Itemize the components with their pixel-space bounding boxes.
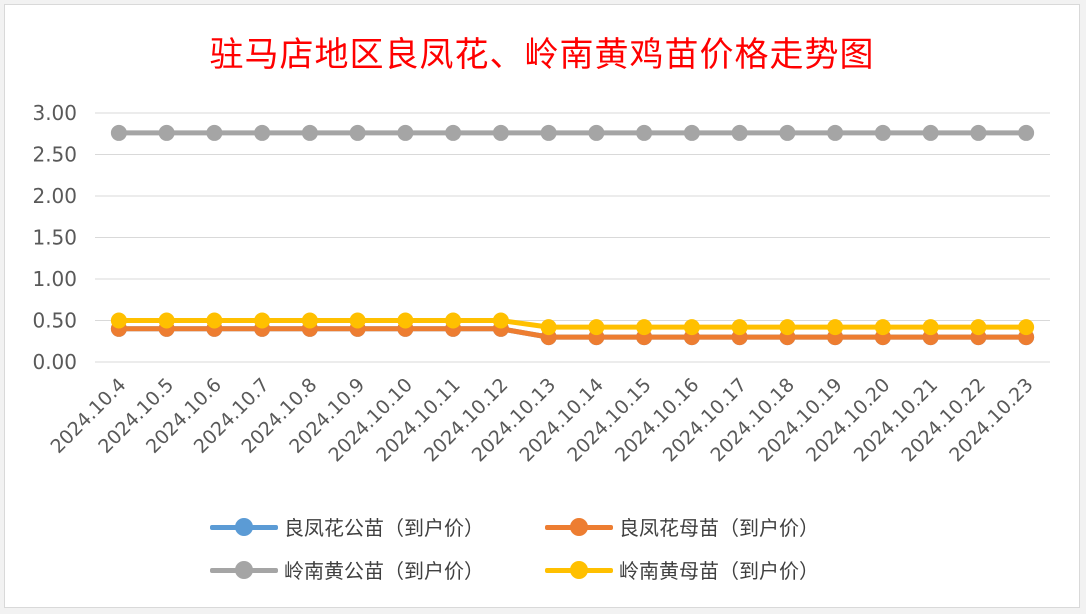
legend-item-series-3[interactable]: 岭南黄公苗（到户价） [210, 555, 545, 584]
series-4-point-12 [683, 319, 700, 336]
y-tick-label-0: 0.00 [32, 350, 77, 374]
legend-dot-4 [570, 560, 588, 579]
series-3-point-14 [779, 124, 796, 141]
series-4-point-13 [731, 319, 748, 336]
series-4-point-18 [970, 319, 987, 336]
series-3-point-13 [731, 124, 748, 141]
series-3-point-6 [397, 124, 414, 141]
series-4-point-9 [540, 319, 557, 336]
series-3-point-4 [301, 124, 318, 141]
series-3-point-8 [492, 124, 509, 141]
legend-swatch-3 [210, 560, 278, 580]
series-3-point-2 [206, 124, 223, 141]
series-4-point-6 [397, 312, 414, 329]
series-3-point-12 [683, 124, 700, 141]
series-3-point-7 [445, 124, 462, 141]
legend-swatch-4 [545, 560, 613, 580]
series-4-point-5 [349, 312, 366, 329]
legend-item-series-2[interactable]: 良凤花母苗（到户价） [545, 512, 880, 541]
chart-legend: 良凤花公苗（到户价） 良凤花母苗（到户价） 岭南黄公苗（到户价） 岭南黄母苗（到… [210, 512, 910, 584]
series-4-point-4 [301, 312, 318, 329]
legend-dot-2 [570, 517, 588, 536]
series-4-point-8 [492, 312, 509, 329]
legend-label-1: 良凤花公苗（到户价） [284, 516, 484, 540]
series-4-point-1 [158, 312, 175, 329]
series-3-point-5 [349, 124, 366, 141]
series-4-point-2 [206, 312, 223, 329]
series-4-point-11 [636, 319, 653, 336]
series-3-point-16 [874, 124, 891, 141]
y-tick-label-3: 1.50 [32, 226, 77, 250]
series-4-point-7 [445, 312, 462, 329]
series-3-point-3 [254, 124, 271, 141]
y-tick-label-2: 1.00 [32, 267, 77, 291]
legend-item-series-4[interactable]: 岭南黄母苗（到户价） [545, 555, 880, 584]
legend-dot-1 [235, 517, 253, 536]
series-3-point-0 [110, 124, 127, 141]
series-4-point-10 [588, 319, 605, 336]
series-4-point-14 [779, 319, 796, 336]
y-tick-label-4: 2.00 [32, 184, 77, 208]
series-3-point-11 [636, 124, 653, 141]
series-4-point-17 [922, 319, 939, 336]
series-3-point-10 [588, 124, 605, 141]
series-3-point-19 [1018, 124, 1035, 141]
legend-swatch-2 [545, 517, 613, 537]
legend-label-3: 岭南黄公苗（到户价） [284, 559, 484, 583]
series-4-point-19 [1018, 319, 1035, 336]
series-3-point-17 [922, 124, 939, 141]
series-3-point-9 [540, 124, 557, 141]
legend-label-2: 良凤花母苗（到户价） [619, 516, 819, 540]
chart-frame: 驻马店地区良凤花、岭南黄鸡苗价格走势图 [4, 4, 1080, 608]
series-4-point-15 [827, 319, 844, 336]
series-3-point-15 [827, 124, 844, 141]
legend-dot-3 [235, 560, 253, 579]
legend-item-series-1[interactable]: 良凤花公苗（到户价） [210, 512, 545, 541]
y-tick-label-1: 0.50 [32, 309, 77, 333]
y-tick-label-6: 3.00 [32, 101, 77, 125]
series-3-point-18 [970, 124, 987, 141]
series-4-point-0 [110, 312, 127, 329]
series-3-point-1 [158, 124, 175, 141]
chart-title: 驻马店地区良凤花、岭南黄鸡苗价格走势图 [209, 35, 875, 75]
series-4-point-16 [874, 319, 891, 336]
series-4-point-3 [254, 312, 271, 329]
legend-label-4: 岭南黄母苗（到户价） [619, 559, 819, 583]
y-tick-label-5: 2.50 [32, 143, 77, 167]
legend-swatch-1 [210, 517, 278, 537]
